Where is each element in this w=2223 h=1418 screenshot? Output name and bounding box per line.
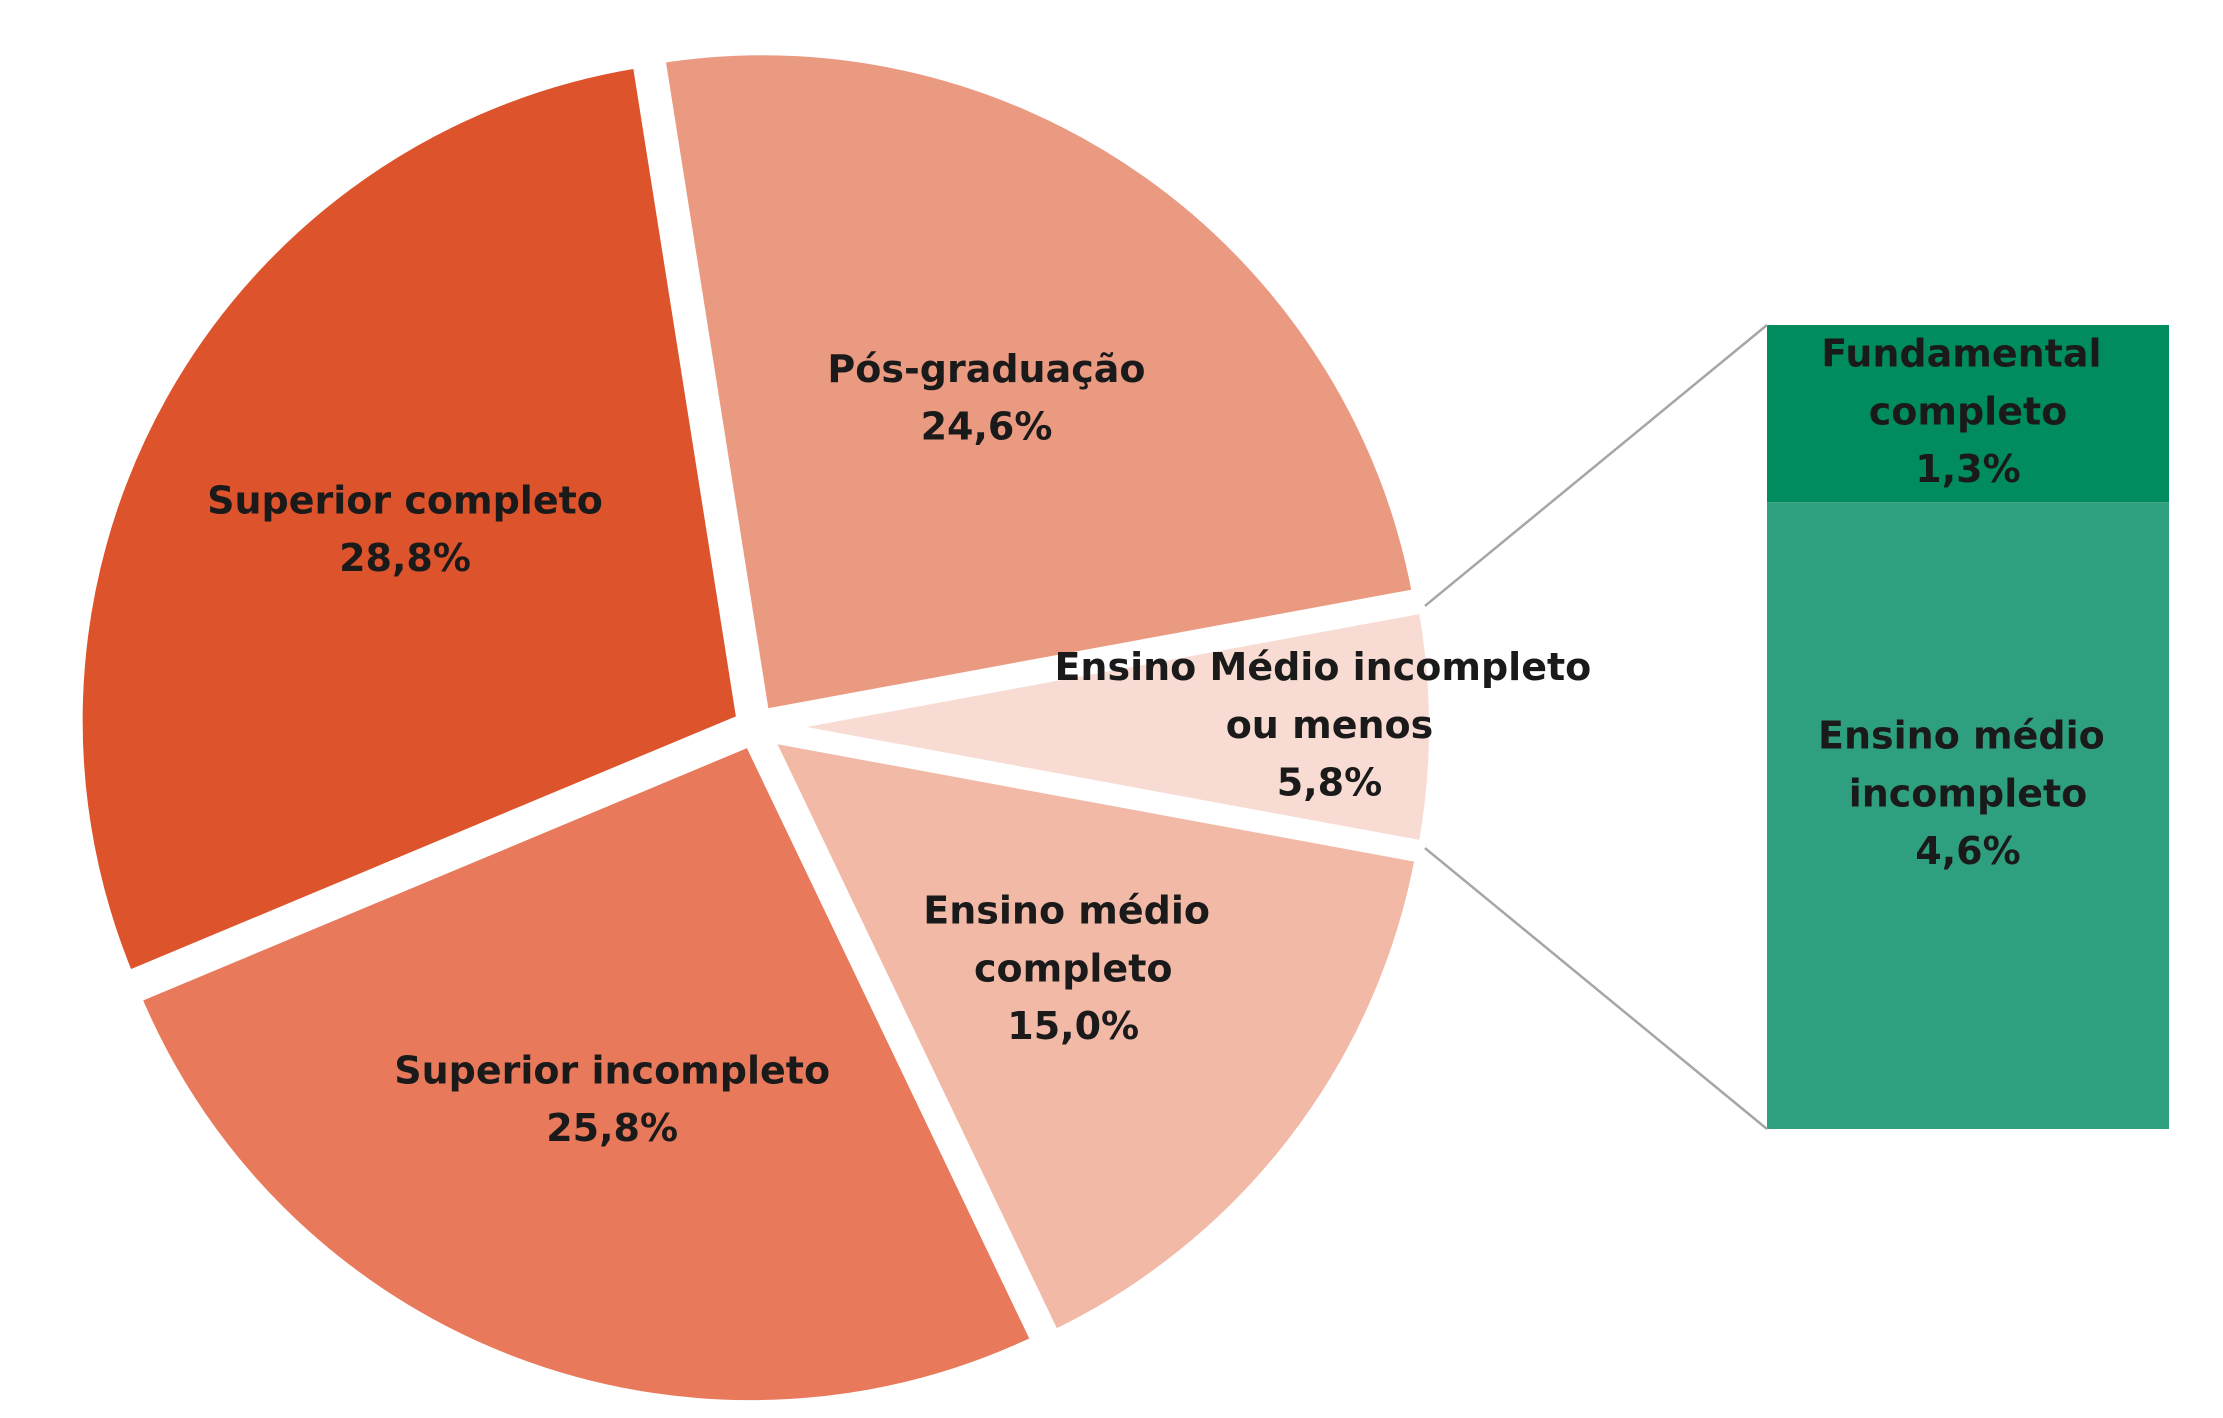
slice-label: Pós-graduação [827, 346, 1145, 390]
slice-label: Ensino médio completo [923, 888, 1223, 990]
connector-line [1424, 324, 1768, 607]
slice-value-label: 25,8% [546, 1106, 678, 1150]
bar-value-label: 1,3% [1915, 447, 2020, 491]
bar-segment [1767, 325, 2169, 503]
bar-value-label: 4,6% [1915, 829, 2020, 873]
pie-slice [68, 52, 752, 988]
pie-slice [766, 597, 1443, 857]
pie-slice [753, 725, 1431, 1347]
connector-line [1424, 847, 1768, 1130]
slice-value-label: 24,6% [921, 404, 1053, 448]
bar-segment [1767, 502, 2169, 1129]
slice-label: Superior completo [207, 478, 603, 522]
bar-label: Fundamental completo [1821, 331, 2115, 433]
slice-value-label: 28,8% [339, 536, 471, 580]
pie-slice [650, 41, 1428, 725]
slice-label: Superior incompleto [394, 1048, 830, 1092]
slice-label: Ensino Médio incompleto ou menos [1054, 645, 1604, 747]
slice-value-label: 15,0% [1007, 1004, 1139, 1048]
pie-slice [124, 730, 1048, 1415]
slice-value-label: 5,8% [1277, 761, 1382, 805]
bar-label: Ensino médio incompleto [1818, 713, 2118, 815]
